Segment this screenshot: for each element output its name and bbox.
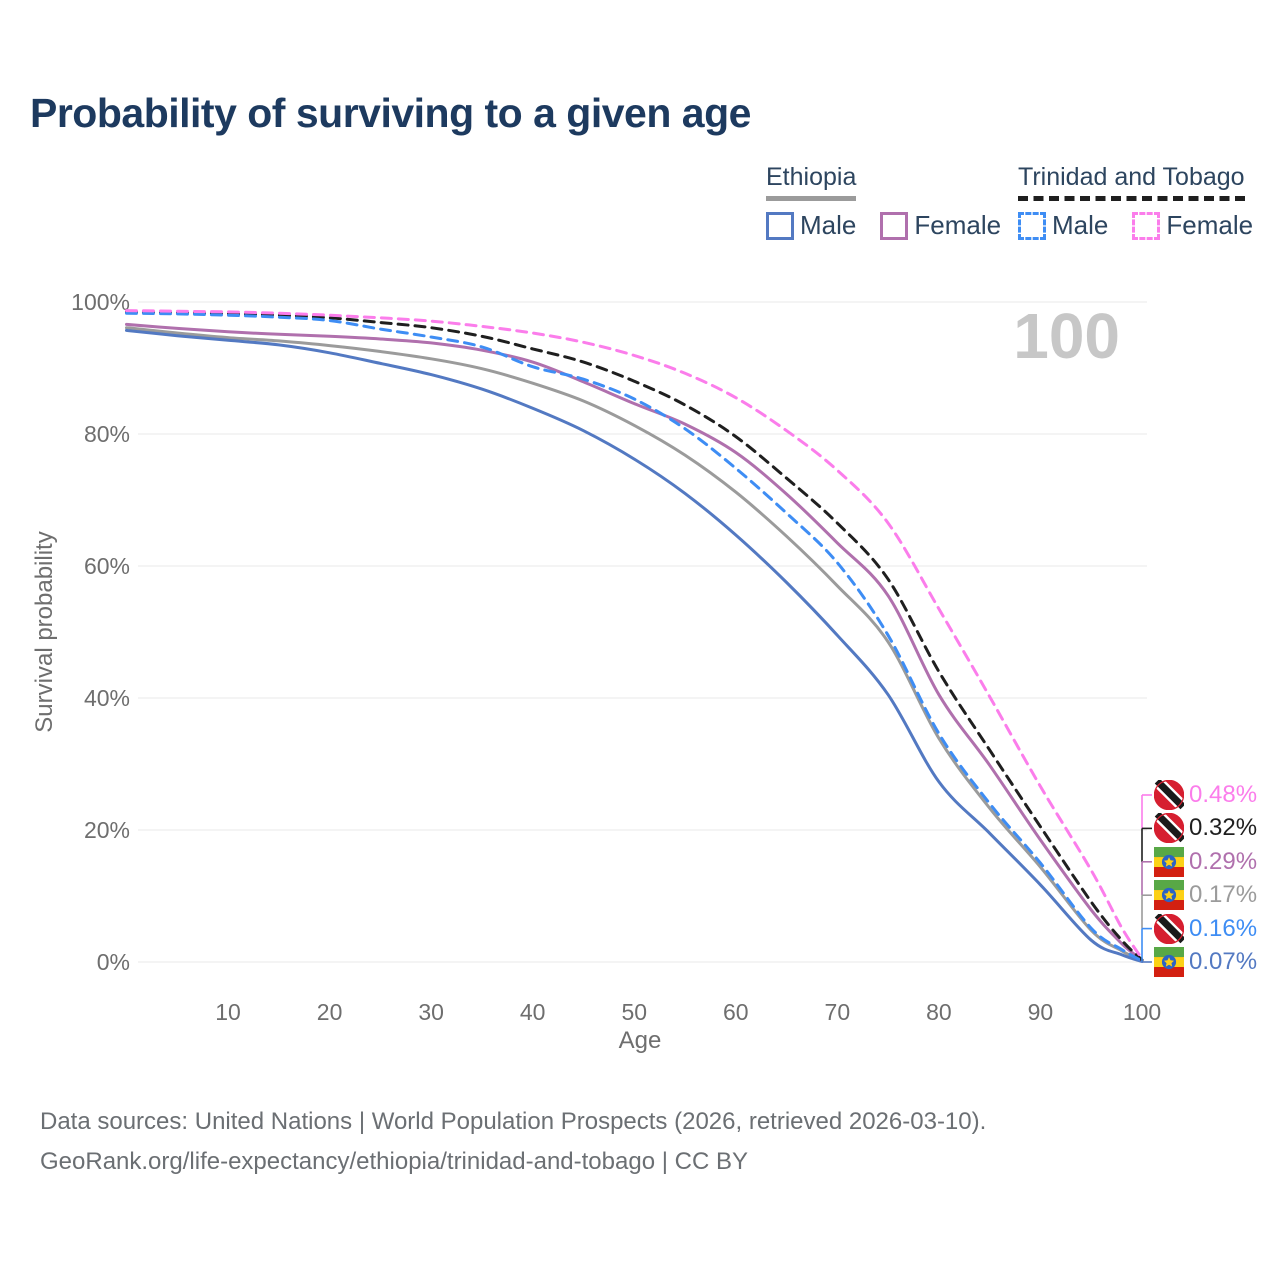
legend-group-ethiopia: Ethiopia Male Female [766,163,1001,241]
page-title: Probability of surviving to a given age [30,90,751,136]
end-label-leader-lines [1141,794,1152,963]
legend-header-ethiopia[interactable]: Ethiopia [766,163,857,201]
y-tick-label: 40% [84,685,130,711]
legend-item-label: Male [1052,210,1109,240]
x-axis-tick-labels: 10 20 30 40 50 60 70 80 90 100 [215,999,1161,1025]
footer-link: GeoRank.org/life-expectancy/ethiopia/tri… [40,1148,748,1175]
x-tick-label: 100 [1123,999,1161,1025]
legend-item-trinidad-female[interactable]: Female [1132,210,1253,241]
legend-item-label: Female [914,210,1002,240]
legend-group-trinidad-and-tobago: Trinidad and Tobago Male Female [1018,163,1253,241]
x-tick-label: 80 [926,999,952,1025]
x-tick-label: 40 [520,999,546,1025]
ethiopia-female-swatch-icon [880,211,909,240]
trinidad-female-swatch-icon [1132,211,1161,240]
y-tick-label: 80% [84,421,130,447]
series-line-ethiopia-male [125,328,1144,963]
x-tick-label: 30 [418,999,444,1025]
x-tick-label: 50 [621,999,647,1025]
legend-item-ethiopia-male[interactable]: Male [766,210,856,241]
series-line-trinidad-and-tobago [125,310,1144,962]
x-tick-label: 10 [215,999,241,1025]
series-lines [125,309,1144,963]
gridlines [138,301,1147,963]
y-axis-title: Survival probability [31,531,58,732]
legend-item-label: Female [1166,210,1254,240]
legend-item-ethiopia-female[interactable]: Female [880,210,1001,241]
y-tick-label: 100% [71,289,130,315]
x-tick-label: 90 [1028,999,1054,1025]
series-line-trinidad-and-tobago-male [125,311,1144,963]
y-axis-tick-labels: 0% 20% 40% 60% 80% 100% [71,289,130,975]
footer-data-sources: Data sources: United Nations | World Pop… [40,1108,987,1135]
series-line-trinidad-and-tobago-female [125,309,1144,961]
legend-item-trinidad-male[interactable]: Male [1018,210,1108,241]
y-tick-label: 0% [97,949,130,975]
x-tick-label: 70 [825,999,851,1025]
trinidad-male-swatch-icon [1018,211,1046,240]
x-tick-label: 60 [723,999,749,1025]
series-line-ethiopia [125,326,1144,963]
legend-item-label: Male [800,210,857,240]
hover-age-watermark: 100 [1013,300,1120,372]
y-tick-label: 20% [84,817,130,843]
legend-header-trinidad-and-tobago[interactable]: Trinidad and Tobago [1018,163,1245,201]
legend-items-ethiopia: Male Female [766,210,1001,241]
x-tick-label: 20 [317,999,343,1025]
x-axis-title: Age [619,1027,662,1054]
series-line-ethiopia-female [125,322,1144,962]
y-tick-label: 60% [84,553,130,579]
ethiopia-male-swatch-icon [766,211,794,240]
legend-items-trinidad-and-tobago: Male Female [1018,210,1253,241]
